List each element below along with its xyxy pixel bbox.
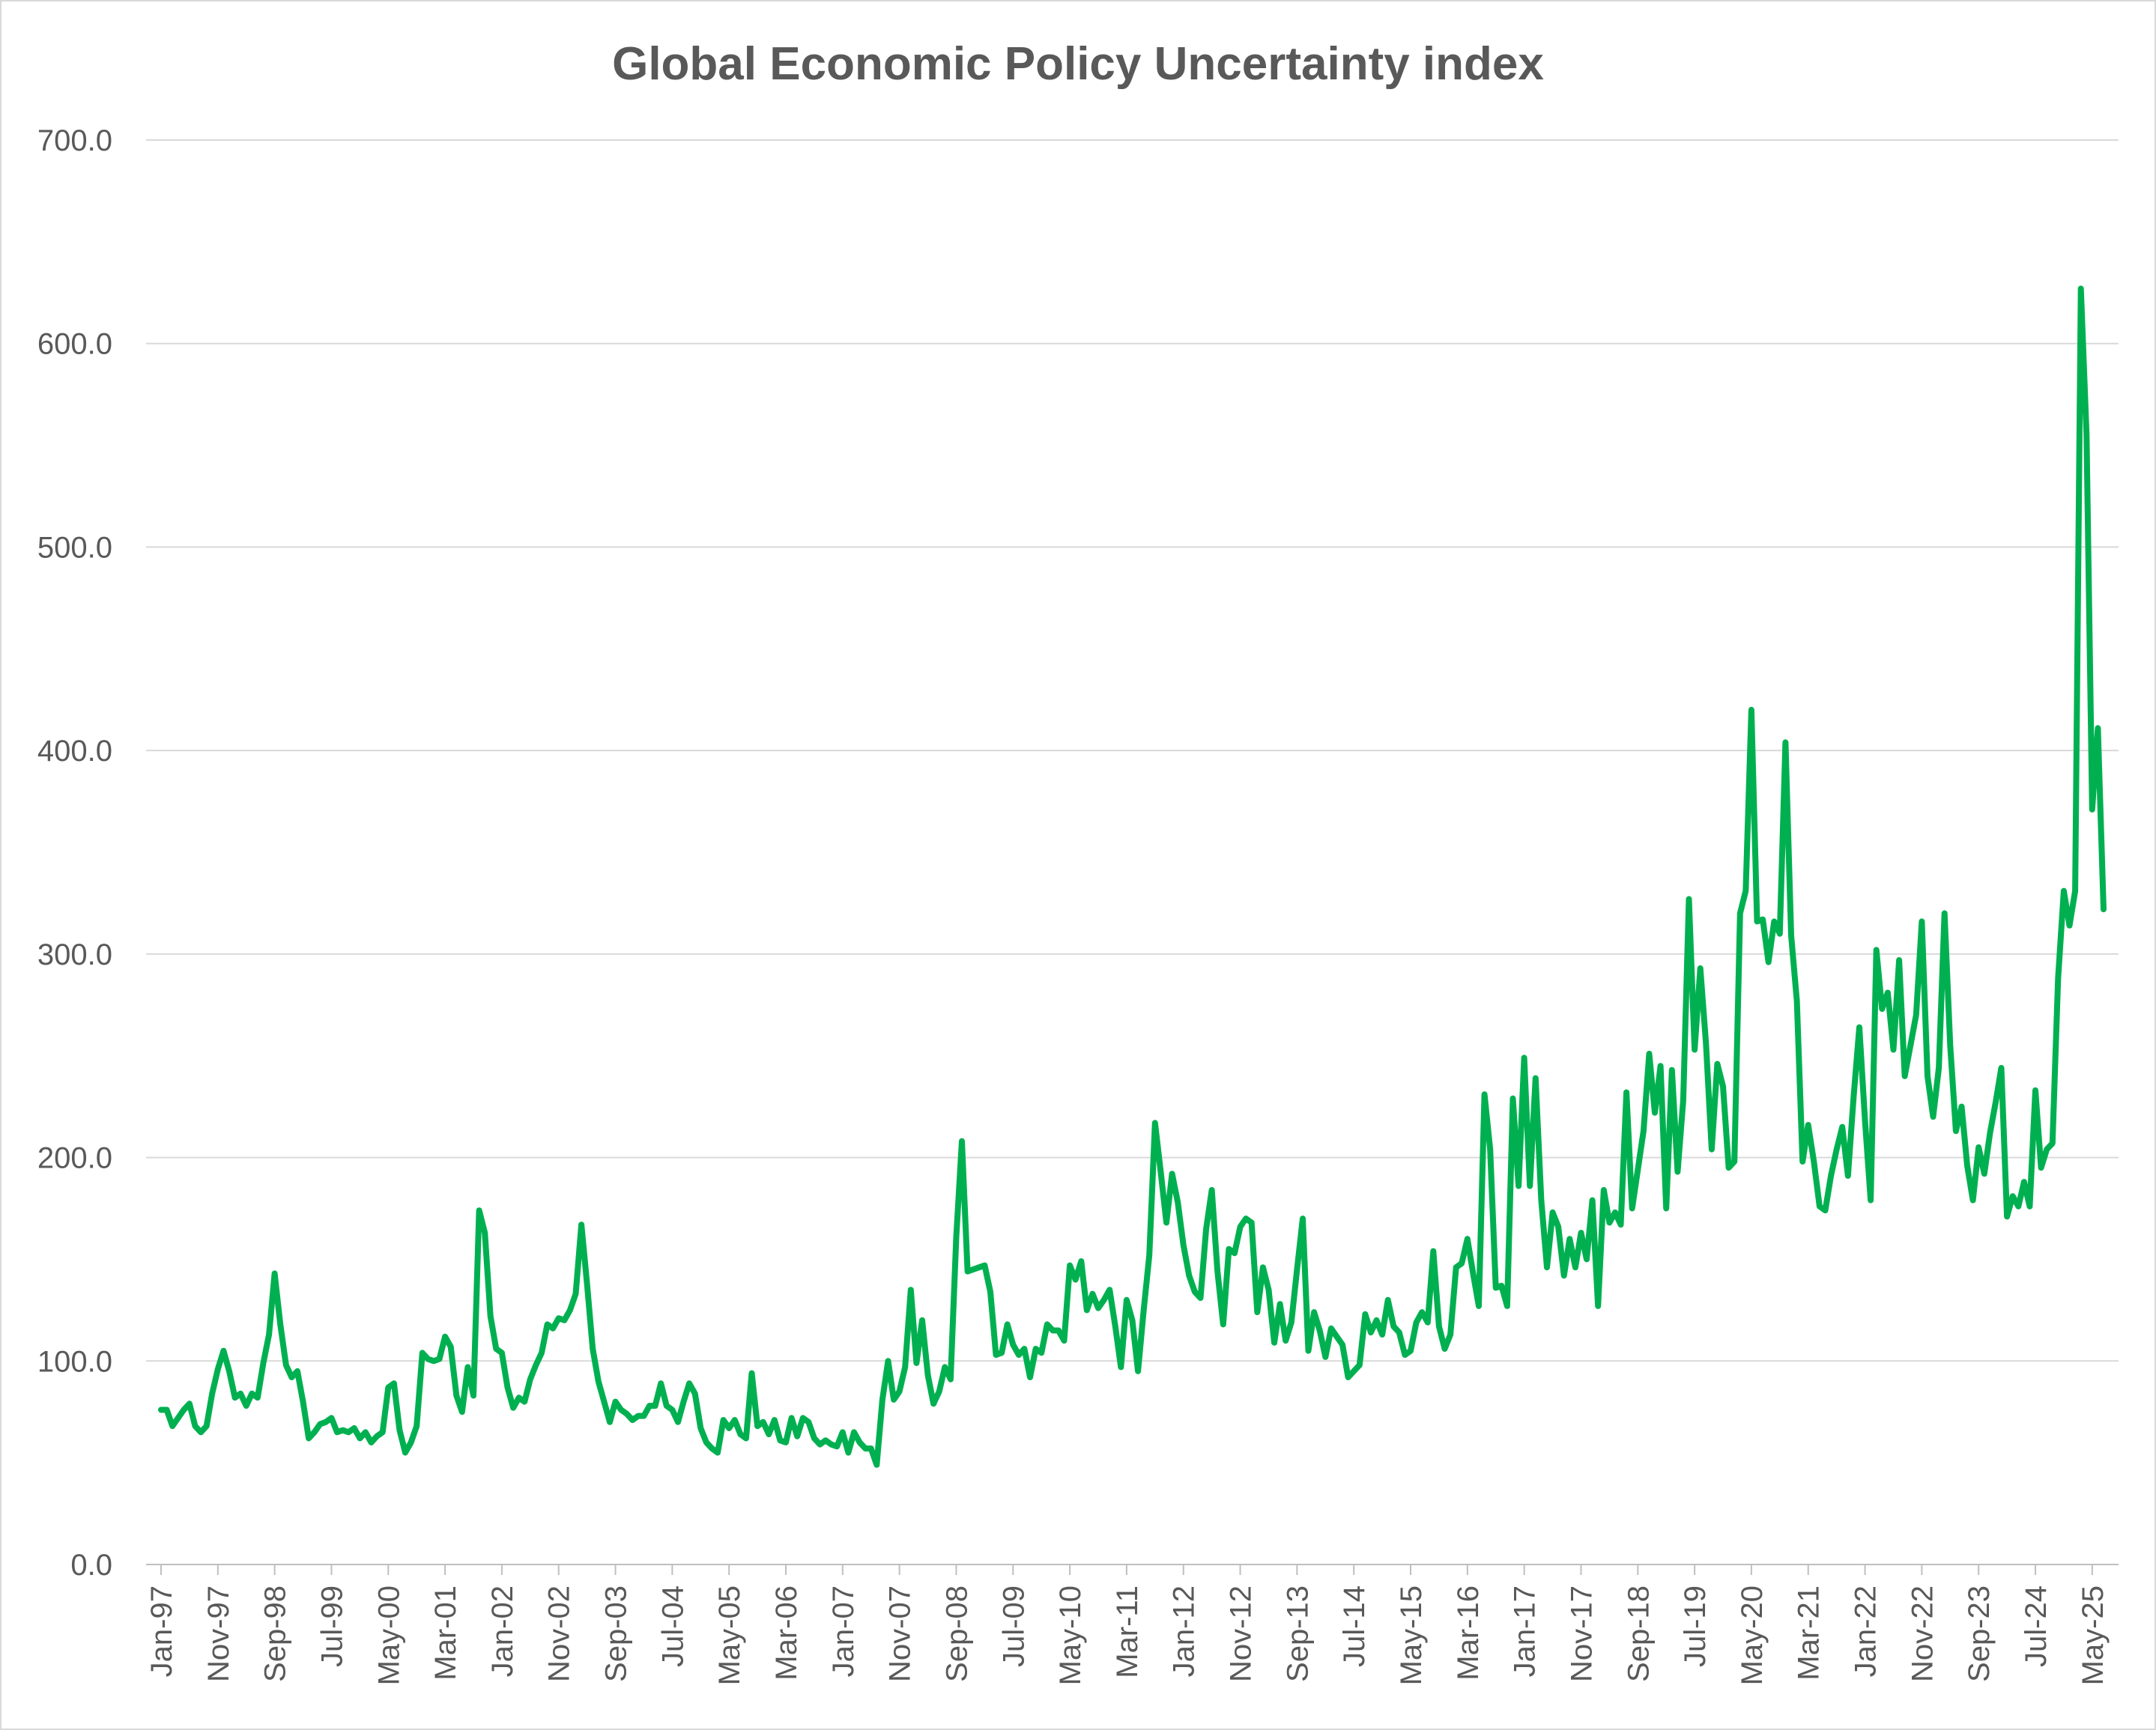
- y-tick-label: 200.0: [37, 1142, 112, 1175]
- y-tick-label: 600.0: [37, 328, 112, 361]
- y-tick-label: 300.0: [37, 938, 112, 971]
- x-tick-label: May-15: [1395, 1585, 1428, 1685]
- y-tick-label: 700.0: [37, 124, 112, 157]
- x-tick-label: May-10: [1054, 1585, 1087, 1685]
- x-axis: [146, 1564, 2119, 1575]
- x-tick-label: May-25: [2077, 1585, 2110, 1685]
- x-tick-label: Sep-23: [1963, 1585, 1996, 1682]
- y-tick-label: 100.0: [37, 1345, 112, 1378]
- x-tick-label: Jul-19: [1679, 1585, 1712, 1667]
- x-tick-label: Sep-13: [1281, 1585, 1314, 1682]
- x-tick-label: May-20: [1736, 1585, 1769, 1685]
- x-tick-label: Nov-22: [1906, 1585, 1939, 1682]
- x-tick-label: May-00: [372, 1585, 405, 1685]
- x-tick-label: Mar-11: [1111, 1585, 1144, 1678]
- y-axis-labels: 0.0 100.0 200.0 300.0 400.0 500.0 600.0 700.0: [37, 124, 112, 1582]
- x-tick-label: Mar-06: [770, 1585, 803, 1681]
- x-tick-label: May-05: [713, 1585, 746, 1685]
- x-tick-label: Mar-21: [1793, 1585, 1826, 1681]
- x-tick-label: Nov-12: [1225, 1585, 1258, 1682]
- x-tick-label: Jan-17: [1509, 1585, 1542, 1677]
- x-tick-label: Jan-02: [486, 1585, 519, 1677]
- x-tick-label: Jan-07: [827, 1585, 860, 1677]
- x-tick-label: Jan-97: [145, 1585, 178, 1677]
- x-tick-label: Sep-03: [600, 1585, 633, 1682]
- x-tick-label: Sep-18: [1622, 1585, 1655, 1682]
- x-tick-label: Sep-08: [940, 1585, 973, 1682]
- y-tick-label: 400.0: [37, 735, 112, 768]
- x-tick-label: Jul-24: [2020, 1585, 2053, 1667]
- y-tick-label: 0.0: [70, 1549, 112, 1582]
- x-tick-label: Jan-12: [1168, 1585, 1201, 1677]
- x-tick-label: Jan-22: [1850, 1585, 1883, 1677]
- x-tick-label: Jul-99: [315, 1585, 348, 1667]
- gridlines: [146, 139, 2119, 1362]
- series-layer: [158, 285, 2107, 1468]
- x-tick-label: Jul-14: [1338, 1585, 1371, 1667]
- x-tick-label: Nov-02: [543, 1585, 576, 1682]
- y-tick-label: 500.0: [37, 531, 112, 564]
- x-tick-label: Mar-16: [1452, 1585, 1485, 1681]
- x-tick-label: Nov-07: [884, 1585, 917, 1682]
- x-tick-label: Mar-01: [429, 1585, 462, 1681]
- chart-title: Global Economic Policy Uncertainty index: [612, 38, 1544, 90]
- series-line-global-epu: [158, 285, 2107, 1468]
- x-tick-label: Jul-04: [656, 1585, 689, 1667]
- x-tick-label: Jul-09: [997, 1585, 1030, 1667]
- x-axis-labels: Jan-97 Nov-97 Sep-98 Jul-99 May-00 Mar-01 Jan-…: [145, 1585, 2110, 1685]
- x-tick-label: Sep-98: [259, 1585, 292, 1682]
- x-tick-label: Nov-97: [202, 1585, 235, 1682]
- x-tick-label: Nov-17: [1565, 1585, 1598, 1682]
